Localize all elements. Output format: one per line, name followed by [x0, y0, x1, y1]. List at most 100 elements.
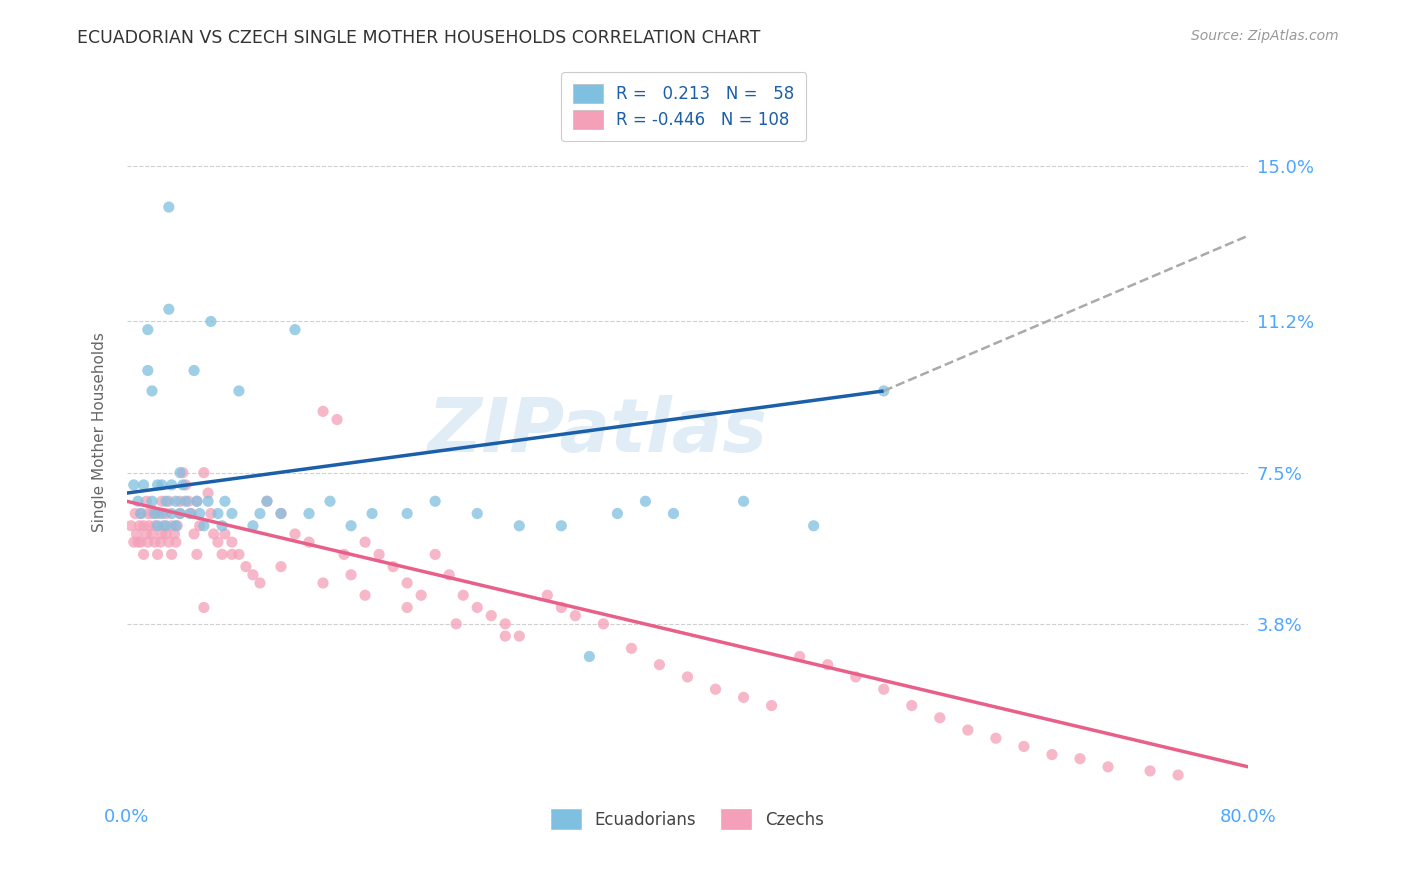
Point — [817, 657, 839, 672]
Point — [411, 588, 433, 602]
Point — [662, 507, 685, 521]
Point — [129, 535, 152, 549]
Point — [136, 507, 159, 521]
Point — [169, 507, 191, 521]
Point — [179, 507, 201, 521]
Point — [242, 518, 264, 533]
Point — [1069, 752, 1091, 766]
Point — [200, 314, 222, 328]
Point — [465, 507, 488, 521]
Point — [704, 682, 727, 697]
Point — [165, 494, 187, 508]
Point — [648, 657, 671, 672]
Point — [368, 547, 391, 561]
Point — [256, 494, 278, 508]
Point — [136, 363, 159, 377]
Point — [270, 559, 292, 574]
Point — [174, 494, 197, 508]
Point — [125, 527, 148, 541]
Point — [202, 527, 225, 541]
Point — [956, 723, 979, 737]
Point — [183, 527, 205, 541]
Point — [319, 494, 342, 508]
Point — [298, 535, 321, 549]
Point — [150, 527, 173, 541]
Legend: Ecuadorians, Czechs: Ecuadorians, Czechs — [544, 803, 831, 835]
Point — [155, 527, 177, 541]
Point — [270, 507, 292, 521]
Point — [578, 649, 600, 664]
Point — [122, 535, 145, 549]
Point — [183, 363, 205, 377]
Point — [354, 588, 377, 602]
Point — [174, 478, 197, 492]
Point — [270, 507, 292, 521]
Point — [494, 616, 516, 631]
Point — [550, 518, 572, 533]
Point — [169, 466, 191, 480]
Point — [634, 494, 657, 508]
Point — [928, 711, 950, 725]
Point — [211, 547, 233, 561]
Point — [132, 547, 155, 561]
Point — [803, 518, 825, 533]
Point — [128, 518, 150, 533]
Point — [873, 384, 896, 398]
Point — [136, 535, 159, 549]
Point — [214, 527, 236, 541]
Point — [592, 616, 614, 631]
Point — [165, 535, 187, 549]
Point — [298, 507, 321, 521]
Point — [169, 507, 191, 521]
Point — [354, 535, 377, 549]
Point — [141, 494, 163, 508]
Point — [207, 535, 229, 549]
Point — [256, 494, 278, 508]
Point — [444, 616, 467, 631]
Point — [789, 649, 811, 664]
Point — [177, 494, 200, 508]
Point — [228, 384, 250, 398]
Point — [186, 494, 208, 508]
Point — [620, 641, 643, 656]
Point — [733, 690, 755, 705]
Point — [564, 608, 586, 623]
Point — [382, 559, 405, 574]
Point — [150, 507, 173, 521]
Point — [135, 527, 157, 541]
Point — [228, 547, 250, 561]
Point — [1040, 747, 1063, 762]
Point — [494, 629, 516, 643]
Point — [169, 494, 191, 508]
Point — [361, 507, 384, 521]
Point — [396, 507, 419, 521]
Point — [152, 518, 174, 533]
Point — [242, 567, 264, 582]
Point — [873, 682, 896, 697]
Point — [207, 507, 229, 521]
Point — [141, 507, 163, 521]
Point — [150, 478, 173, 492]
Text: ZIPatlas: ZIPatlas — [427, 395, 768, 468]
Text: Source: ZipAtlas.com: Source: ZipAtlas.com — [1191, 29, 1339, 43]
Point — [733, 494, 755, 508]
Point — [172, 466, 194, 480]
Point — [172, 478, 194, 492]
Point — [193, 466, 215, 480]
Point — [197, 486, 219, 500]
Point — [249, 507, 271, 521]
Point — [132, 518, 155, 533]
Point — [451, 588, 474, 602]
Point — [186, 547, 208, 561]
Point — [508, 518, 530, 533]
Point — [120, 518, 142, 533]
Point — [180, 507, 202, 521]
Point — [143, 507, 166, 521]
Point — [127, 494, 149, 508]
Point — [479, 608, 502, 623]
Point — [312, 576, 335, 591]
Point — [157, 302, 180, 317]
Point — [155, 518, 177, 533]
Point — [165, 518, 187, 533]
Point — [550, 600, 572, 615]
